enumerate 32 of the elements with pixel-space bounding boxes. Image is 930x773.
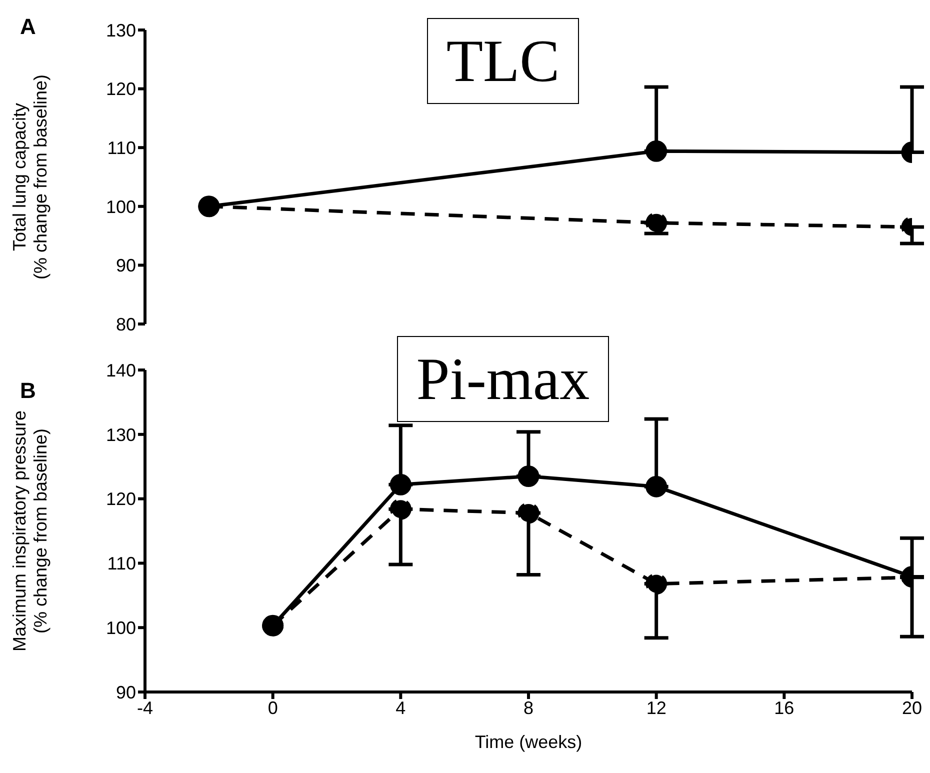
point bbox=[518, 466, 540, 488]
point bbox=[646, 573, 668, 595]
x-tick-label: 20 bbox=[902, 698, 922, 718]
y-tick-label: 140 bbox=[106, 360, 136, 380]
x-tick-label: 0 bbox=[268, 698, 278, 718]
chart-title: TLC bbox=[427, 18, 579, 104]
x-tick-label: 8 bbox=[523, 698, 534, 718]
y-tick-label: 90 bbox=[116, 256, 136, 276]
y-tick-label: 90 bbox=[116, 682, 136, 702]
y-tick-label: 130 bbox=[106, 20, 136, 40]
point bbox=[518, 502, 540, 524]
y-tick-label: 110 bbox=[107, 554, 136, 574]
y-tick-label: 120 bbox=[106, 79, 136, 100]
y-tick-label: 80 bbox=[116, 314, 136, 334]
y-tick-label: 110 bbox=[107, 138, 136, 158]
point bbox=[390, 498, 412, 520]
point bbox=[390, 474, 412, 496]
x-tick-label: 12 bbox=[646, 698, 666, 718]
point bbox=[646, 476, 668, 498]
x-tick-label: -4 bbox=[136, 698, 154, 718]
y-axis-title: Maximum inspiratory pressure (% change from baseline) bbox=[10, 410, 50, 652]
chart-title: Pi-max bbox=[397, 336, 609, 422]
y-tick-label: 120 bbox=[106, 489, 136, 510]
x-tick-label: 16 bbox=[774, 698, 794, 718]
x-tick-label: 4 bbox=[396, 698, 406, 718]
text: B bbox=[20, 378, 36, 404]
y-tick-label: 100 bbox=[106, 618, 136, 638]
y-tick-label: 100 bbox=[106, 196, 136, 217]
y-axis-title: Total lung capacity (% change from baseline) bbox=[10, 74, 50, 280]
x-axis-title: Time (weeks) bbox=[474, 732, 582, 752]
text: A bbox=[20, 14, 36, 40]
y-tick-label: 130 bbox=[106, 424, 136, 445]
